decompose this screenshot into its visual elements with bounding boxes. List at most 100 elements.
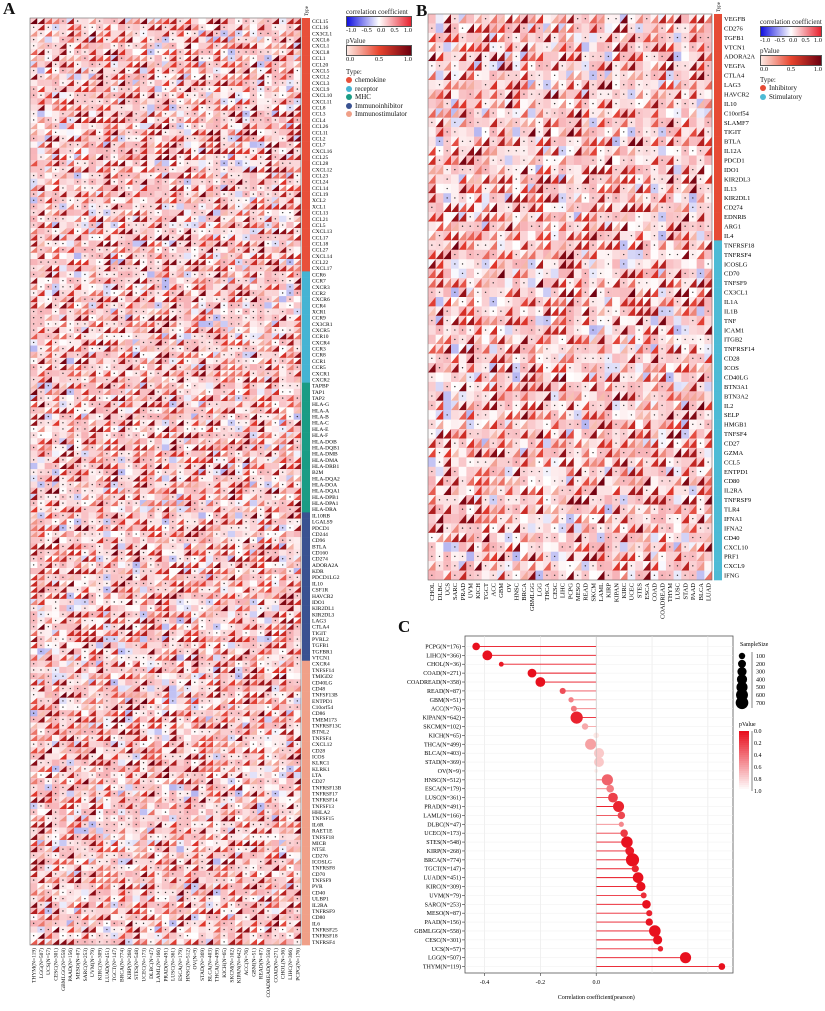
heatmap-cell xyxy=(257,172,265,179)
pvalue-triangle xyxy=(279,30,287,37)
pvalue-triangle xyxy=(279,123,287,130)
nonsignificant-dot xyxy=(106,286,108,288)
heatmap-cell xyxy=(279,215,287,223)
nonsignificant-dot xyxy=(98,100,101,103)
nonsignificant-dot xyxy=(150,174,152,177)
nonsignificant-dot xyxy=(142,366,145,368)
nonsignificant-dot xyxy=(113,20,115,22)
heatmap-cell xyxy=(30,79,38,87)
nonsignificant-dot xyxy=(179,162,181,164)
nonsignificant-dot xyxy=(208,181,211,183)
nonsignificant-dot xyxy=(91,100,93,103)
heatmap-cell xyxy=(176,425,185,433)
nonsignificant-dot xyxy=(172,403,174,405)
nonsignificant-dot xyxy=(54,230,57,232)
heatmap-cell xyxy=(95,432,104,439)
nonsignificant-dot xyxy=(84,205,86,208)
pvalue-triangle xyxy=(125,110,133,117)
pvalue-triangle xyxy=(88,116,96,124)
heatmap-cell xyxy=(103,221,111,229)
heatmap-cell xyxy=(30,370,38,377)
heatmap-cell xyxy=(81,73,89,80)
pvalue-triangle xyxy=(147,18,155,25)
nonsignificant-dot xyxy=(216,428,218,430)
nonsignificant-dot xyxy=(223,236,225,239)
nonsignificant-dot xyxy=(157,304,159,307)
nonsignificant-dot xyxy=(267,415,269,418)
nonsignificant-dot xyxy=(179,143,181,146)
heatmap-cell xyxy=(59,265,67,272)
nonsignificant-dot xyxy=(98,329,101,331)
nonsignificant-dot xyxy=(47,329,50,331)
nonsignificant-dot xyxy=(120,459,123,461)
nonsignificant-dot xyxy=(106,397,108,399)
nonsignificant-dot xyxy=(157,428,159,430)
heatmap-cell xyxy=(227,401,236,408)
heatmap-cell xyxy=(132,36,141,43)
heatmap-cell xyxy=(59,123,67,130)
nonsignificant-dot xyxy=(40,471,42,473)
nonsignificant-dot xyxy=(223,304,225,307)
nonsignificant-dot xyxy=(223,298,225,300)
pvalue-triangle xyxy=(183,42,192,49)
pvalue-triangle xyxy=(66,110,74,117)
pvalue-triangle xyxy=(103,30,111,37)
nonsignificant-dot xyxy=(260,162,262,164)
nonsignificant-dot xyxy=(62,199,64,202)
heatmap-cell xyxy=(169,456,177,464)
nonsignificant-dot xyxy=(40,261,42,263)
heatmap-cell xyxy=(95,283,104,291)
nonsignificant-dot xyxy=(40,391,42,393)
nonsignificant-dot xyxy=(135,181,137,183)
heatmap-cell xyxy=(191,160,199,167)
heatmap-cell xyxy=(125,104,133,111)
nonsignificant-dot xyxy=(113,335,115,337)
pvalue-triangle xyxy=(132,85,140,93)
heatmap-cell xyxy=(198,160,206,167)
pvalue-triangle xyxy=(235,79,243,86)
heatmap-cell xyxy=(44,184,53,192)
nonsignificant-dot xyxy=(128,459,130,461)
nonsignificant-dot xyxy=(267,76,269,78)
nonsignificant-dot xyxy=(201,181,203,183)
nonsignificant-dot xyxy=(135,310,137,313)
pvalue-triangle xyxy=(154,110,162,117)
nonsignificant-dot xyxy=(260,113,262,115)
nonsignificant-dot xyxy=(252,385,255,387)
nonsignificant-dot xyxy=(32,113,35,115)
nonsignificant-dot xyxy=(194,255,196,257)
nonsignificant-dot xyxy=(216,347,218,350)
heatmap-cell xyxy=(59,129,67,136)
pvalue-triangle xyxy=(37,24,45,31)
nonsignificant-dot xyxy=(238,360,240,362)
heatmap-cell xyxy=(73,388,82,396)
heatmap-cell xyxy=(264,92,272,99)
nonsignificant-dot xyxy=(216,32,218,35)
nonsignificant-dot xyxy=(281,360,284,362)
nonsignificant-dot xyxy=(91,181,93,183)
heatmap-cell xyxy=(37,178,45,186)
heatmap-cell xyxy=(191,178,199,186)
heatmap-cell xyxy=(30,104,38,111)
nonsignificant-dot xyxy=(40,156,42,158)
pvalue-triangle xyxy=(81,104,89,111)
nonsignificant-dot xyxy=(274,329,277,331)
nonsignificant-dot xyxy=(245,409,247,412)
nonsignificant-dot xyxy=(245,317,247,319)
nonsignificant-dot xyxy=(186,372,189,375)
pvalue-triangle xyxy=(264,123,272,130)
nonsignificant-dot xyxy=(120,310,123,313)
nonsignificant-dot xyxy=(54,366,57,368)
nonsignificant-dot xyxy=(164,286,167,288)
nonsignificant-dot xyxy=(179,255,181,257)
nonsignificant-dot xyxy=(47,372,50,375)
pvalue-triangle xyxy=(132,92,140,99)
pvalue-triangle xyxy=(227,42,236,49)
nonsignificant-dot xyxy=(172,82,174,84)
nonsignificant-dot xyxy=(201,88,203,90)
nonsignificant-dot xyxy=(76,51,79,53)
pvalue-triangle xyxy=(147,85,155,93)
nonsignificant-dot xyxy=(252,317,255,319)
nonsignificant-dot xyxy=(120,174,123,177)
nonsignificant-dot xyxy=(230,162,233,164)
